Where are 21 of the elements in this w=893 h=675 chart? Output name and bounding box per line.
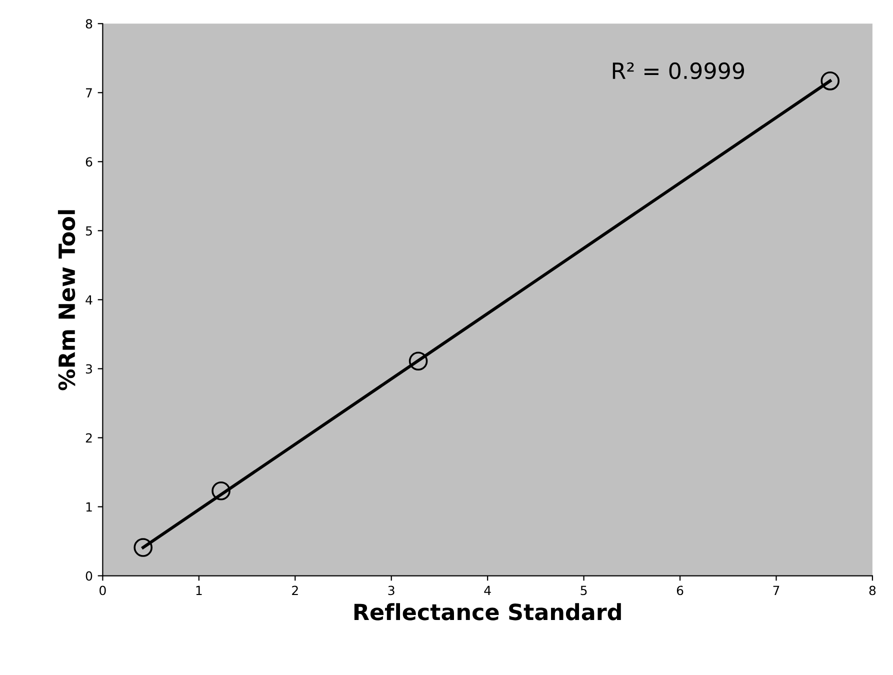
x-axis-title: Reflectance Standard [354, 603, 621, 620]
y-tick-label: 7 [86, 88, 92, 98]
x-tick-label: 0 [100, 586, 106, 596]
y-tick-label: 5 [86, 226, 92, 236]
y-tick-label: 3 [86, 364, 92, 374]
x-tick-label: 6 [676, 586, 684, 596]
y-tick-label: 1 [86, 502, 92, 512]
annotation: R² = 0.9999 [612, 62, 744, 80]
x-tick-label: 1 [196, 586, 202, 595]
y-tick-label: 6 [86, 157, 92, 167]
y-tick-label: 2 [86, 433, 92, 442]
y-tick-label: 4 [86, 295, 92, 304]
x-tick-label: 8 [869, 586, 876, 596]
x-tick-label: 3 [388, 586, 394, 596]
x-tick-label: 4 [484, 586, 491, 595]
y-axis-title: %Rm New Tool [58, 210, 76, 390]
x-tick-label: 5 [580, 586, 587, 596]
y-tick-label: 0 [86, 571, 92, 581]
x-tick-label: 2 [292, 586, 298, 595]
x-tick-label: 7 [773, 586, 780, 595]
y-tick-label: 8 [86, 19, 92, 29]
